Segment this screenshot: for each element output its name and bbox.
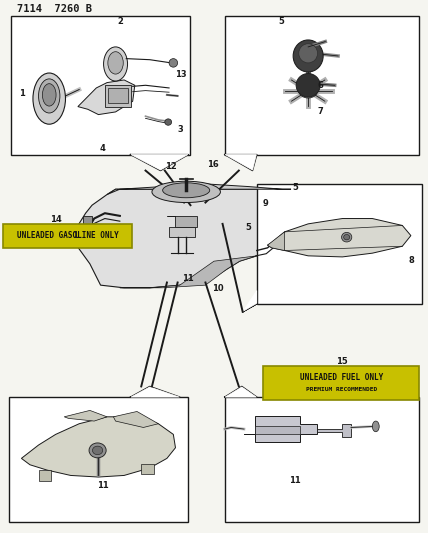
Text: 2: 2 <box>117 17 123 26</box>
Bar <box>225 397 419 522</box>
Bar <box>3 224 132 248</box>
Text: 15: 15 <box>336 357 348 366</box>
Polygon shape <box>131 155 188 170</box>
Polygon shape <box>225 155 256 170</box>
Text: UNLEADED GASOLINE ONLY: UNLEADED GASOLINE ONLY <box>17 231 119 240</box>
Text: 14: 14 <box>50 215 62 224</box>
Text: 16: 16 <box>207 160 219 168</box>
Ellipse shape <box>299 83 318 98</box>
Text: 9: 9 <box>262 199 268 208</box>
Polygon shape <box>83 216 92 237</box>
Bar <box>9 397 188 522</box>
Ellipse shape <box>342 232 352 242</box>
Bar <box>11 16 190 155</box>
Text: 7114  7260 B: 7114 7260 B <box>17 4 92 14</box>
Ellipse shape <box>344 235 350 240</box>
Text: 4: 4 <box>100 144 106 152</box>
Polygon shape <box>167 216 197 227</box>
Ellipse shape <box>33 73 65 124</box>
Polygon shape <box>120 256 257 288</box>
Text: 6: 6 <box>317 81 323 90</box>
Polygon shape <box>113 411 158 427</box>
Polygon shape <box>71 189 312 288</box>
Ellipse shape <box>169 59 178 67</box>
Ellipse shape <box>89 443 106 458</box>
Ellipse shape <box>42 84 56 106</box>
Polygon shape <box>244 416 317 442</box>
Text: 5: 5 <box>245 223 251 232</box>
Polygon shape <box>131 387 179 397</box>
Polygon shape <box>268 219 411 257</box>
Polygon shape <box>255 426 300 434</box>
Polygon shape <box>108 88 128 103</box>
Ellipse shape <box>299 44 318 63</box>
Text: 13: 13 <box>175 70 187 79</box>
Ellipse shape <box>92 446 103 455</box>
Text: 11: 11 <box>289 477 301 485</box>
Text: 8: 8 <box>408 256 414 264</box>
Text: 3: 3 <box>178 125 184 134</box>
Text: 11: 11 <box>97 481 109 489</box>
Polygon shape <box>78 80 135 115</box>
Polygon shape <box>39 470 51 481</box>
Polygon shape <box>243 290 257 311</box>
Text: 1: 1 <box>19 89 25 98</box>
Polygon shape <box>107 184 291 195</box>
Text: 5: 5 <box>279 17 285 26</box>
Text: 1: 1 <box>72 231 78 240</box>
Ellipse shape <box>163 183 210 198</box>
Text: PREMIUM RECOMMENDED: PREMIUM RECOMMENDED <box>306 387 377 392</box>
Ellipse shape <box>39 79 60 113</box>
Ellipse shape <box>108 52 123 74</box>
Polygon shape <box>141 464 154 474</box>
Ellipse shape <box>104 47 128 81</box>
Text: 11: 11 <box>182 274 194 282</box>
Polygon shape <box>21 417 175 477</box>
Ellipse shape <box>293 40 323 72</box>
Ellipse shape <box>296 74 320 97</box>
Ellipse shape <box>152 181 220 203</box>
Bar <box>225 16 419 155</box>
Bar <box>263 366 419 400</box>
Text: 7: 7 <box>317 108 323 116</box>
Text: 12: 12 <box>165 162 177 171</box>
Polygon shape <box>268 232 285 251</box>
Text: 10: 10 <box>211 285 223 293</box>
Text: 5: 5 <box>292 183 298 192</box>
Ellipse shape <box>372 421 379 432</box>
Text: UNLEADED FUEL ONLY: UNLEADED FUEL ONLY <box>300 374 383 382</box>
Bar <box>257 184 422 304</box>
Polygon shape <box>64 410 107 421</box>
Polygon shape <box>225 387 256 397</box>
Polygon shape <box>169 227 195 237</box>
Polygon shape <box>105 85 131 107</box>
Ellipse shape <box>165 119 172 125</box>
Polygon shape <box>317 424 351 437</box>
